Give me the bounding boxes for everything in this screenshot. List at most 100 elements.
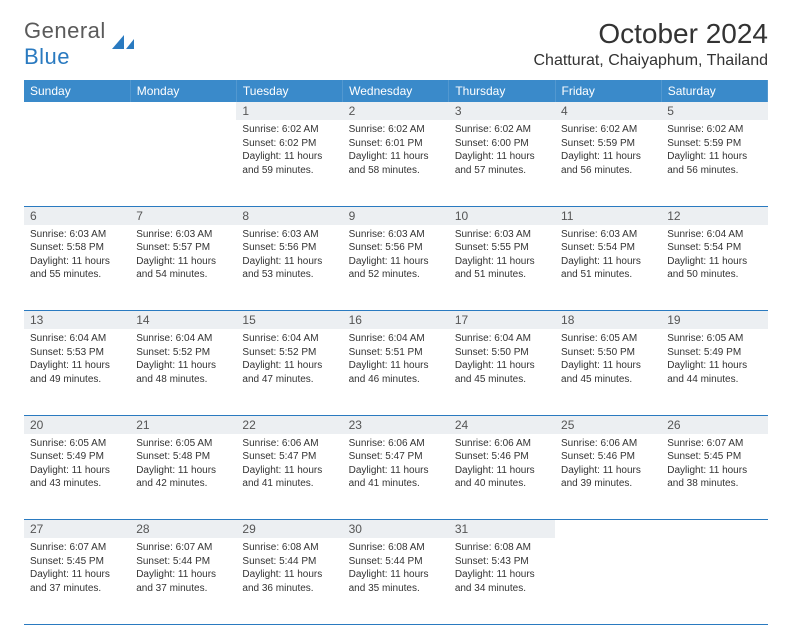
location: Chatturat, Chaiyaphum, Thailand bbox=[533, 52, 768, 70]
calendar: SundayMondayTuesdayWednesdayThursdayFrid… bbox=[24, 80, 768, 625]
calendar-cell: Sunrise: 6:03 AMSunset: 5:56 PMDaylight:… bbox=[236, 225, 342, 311]
cell-body: Sunrise: 6:07 AMSunset: 5:44 PMDaylight:… bbox=[130, 538, 236, 601]
calendar-cell: Sunrise: 6:08 AMSunset: 5:43 PMDaylight:… bbox=[449, 538, 555, 624]
calendar-cell: Sunrise: 6:02 AMSunset: 6:02 PMDaylight:… bbox=[236, 120, 342, 206]
calendar-cell: Sunrise: 6:06 AMSunset: 5:46 PMDaylight:… bbox=[449, 434, 555, 520]
header: General Blue October 2024 Chatturat, Cha… bbox=[24, 18, 768, 70]
cell-body: Sunrise: 6:02 AMSunset: 6:01 PMDaylight:… bbox=[343, 120, 449, 183]
day-number: 30 bbox=[343, 520, 449, 538]
day-number bbox=[130, 102, 236, 106]
cell-body: Sunrise: 6:05 AMSunset: 5:48 PMDaylight:… bbox=[130, 434, 236, 497]
calendar-cell: Sunrise: 6:04 AMSunset: 5:51 PMDaylight:… bbox=[343, 329, 449, 415]
month-title: October 2024 bbox=[533, 18, 768, 50]
cell-body: Sunrise: 6:03 AMSunset: 5:56 PMDaylight:… bbox=[236, 225, 342, 288]
day-number bbox=[24, 102, 130, 106]
calendar-cell: Sunrise: 6:07 AMSunset: 5:45 PMDaylight:… bbox=[24, 538, 130, 624]
cell-body: Sunrise: 6:05 AMSunset: 5:49 PMDaylight:… bbox=[24, 434, 130, 497]
calendar-cell: Sunrise: 6:07 AMSunset: 5:45 PMDaylight:… bbox=[661, 434, 767, 520]
day-number: 31 bbox=[449, 520, 555, 538]
calendar-cell: Sunrise: 6:06 AMSunset: 5:47 PMDaylight:… bbox=[343, 434, 449, 520]
day-number: 13 bbox=[24, 311, 130, 329]
day-number: 16 bbox=[343, 311, 449, 329]
day-number: 7 bbox=[130, 207, 236, 225]
cell-body: Sunrise: 6:07 AMSunset: 5:45 PMDaylight:… bbox=[661, 434, 767, 497]
day-number: 26 bbox=[661, 416, 767, 434]
logo-text: General Blue bbox=[24, 18, 106, 70]
day-number: 5 bbox=[661, 102, 767, 120]
cell-body: Sunrise: 6:02 AMSunset: 5:59 PMDaylight:… bbox=[555, 120, 661, 183]
cell-body: Sunrise: 6:02 AMSunset: 5:59 PMDaylight:… bbox=[661, 120, 767, 183]
calendar-cell: Sunrise: 6:07 AMSunset: 5:44 PMDaylight:… bbox=[130, 538, 236, 624]
cell-body: Sunrise: 6:06 AMSunset: 5:47 PMDaylight:… bbox=[343, 434, 449, 497]
calendar-cell: Sunrise: 6:02 AMSunset: 6:01 PMDaylight:… bbox=[343, 120, 449, 206]
day-number: 10 bbox=[449, 207, 555, 225]
day-number: 19 bbox=[661, 311, 767, 329]
calendar-cell: Sunrise: 6:05 AMSunset: 5:50 PMDaylight:… bbox=[555, 329, 661, 415]
day-number: 20 bbox=[24, 416, 130, 434]
day-number: 3 bbox=[449, 102, 555, 120]
day-number: 29 bbox=[236, 520, 342, 538]
logo-sail-icon bbox=[110, 33, 136, 51]
calendar-cell: Sunrise: 6:02 AMSunset: 6:00 PMDaylight:… bbox=[449, 120, 555, 206]
cell-body: Sunrise: 6:04 AMSunset: 5:52 PMDaylight:… bbox=[236, 329, 342, 392]
calendar-cell: Sunrise: 6:04 AMSunset: 5:52 PMDaylight:… bbox=[130, 329, 236, 415]
cell-body: Sunrise: 6:08 AMSunset: 5:44 PMDaylight:… bbox=[236, 538, 342, 601]
day-number: 4 bbox=[555, 102, 661, 120]
day-number: 24 bbox=[449, 416, 555, 434]
calendar-cell bbox=[555, 538, 661, 624]
cell-body: Sunrise: 6:05 AMSunset: 5:50 PMDaylight:… bbox=[555, 329, 661, 392]
day-number: 9 bbox=[343, 207, 449, 225]
logo-text-general: General bbox=[24, 18, 106, 43]
weekday-header: Sunday bbox=[24, 80, 130, 102]
cell-body: Sunrise: 6:06 AMSunset: 5:47 PMDaylight:… bbox=[236, 434, 342, 497]
calendar-cell bbox=[24, 120, 130, 206]
calendar-cell: Sunrise: 6:04 AMSunset: 5:53 PMDaylight:… bbox=[24, 329, 130, 415]
calendar-cell: Sunrise: 6:03 AMSunset: 5:56 PMDaylight:… bbox=[343, 225, 449, 311]
weekday-header: Monday bbox=[130, 80, 236, 102]
cell-body: Sunrise: 6:06 AMSunset: 5:46 PMDaylight:… bbox=[449, 434, 555, 497]
day-number bbox=[555, 520, 661, 524]
day-number: 1 bbox=[236, 102, 342, 120]
day-number: 25 bbox=[555, 416, 661, 434]
day-number: 12 bbox=[661, 207, 767, 225]
calendar-cell: Sunrise: 6:06 AMSunset: 5:47 PMDaylight:… bbox=[236, 434, 342, 520]
cell-body: Sunrise: 6:03 AMSunset: 5:54 PMDaylight:… bbox=[555, 225, 661, 288]
day-number: 15 bbox=[236, 311, 342, 329]
calendar-cell: Sunrise: 6:05 AMSunset: 5:48 PMDaylight:… bbox=[130, 434, 236, 520]
calendar-cell: Sunrise: 6:03 AMSunset: 5:57 PMDaylight:… bbox=[130, 225, 236, 311]
cell-body: Sunrise: 6:03 AMSunset: 5:56 PMDaylight:… bbox=[343, 225, 449, 288]
calendar-cell: Sunrise: 6:05 AMSunset: 5:49 PMDaylight:… bbox=[661, 329, 767, 415]
cell-body: Sunrise: 6:08 AMSunset: 5:44 PMDaylight:… bbox=[343, 538, 449, 601]
calendar-cell: Sunrise: 6:04 AMSunset: 5:50 PMDaylight:… bbox=[449, 329, 555, 415]
cell-body: Sunrise: 6:04 AMSunset: 5:50 PMDaylight:… bbox=[449, 329, 555, 392]
calendar-cell: Sunrise: 6:04 AMSunset: 5:54 PMDaylight:… bbox=[661, 225, 767, 311]
calendar-cell bbox=[130, 120, 236, 206]
cell-body: Sunrise: 6:05 AMSunset: 5:49 PMDaylight:… bbox=[661, 329, 767, 392]
weekday-header: Wednesday bbox=[343, 80, 449, 102]
calendar-body: 12345Sunrise: 6:02 AMSunset: 6:02 PMDayl… bbox=[24, 102, 768, 624]
calendar-cell: Sunrise: 6:06 AMSunset: 5:46 PMDaylight:… bbox=[555, 434, 661, 520]
day-number: 8 bbox=[236, 207, 342, 225]
day-number: 28 bbox=[130, 520, 236, 538]
day-number: 11 bbox=[555, 207, 661, 225]
cell-body: Sunrise: 6:03 AMSunset: 5:57 PMDaylight:… bbox=[130, 225, 236, 288]
cell-body: Sunrise: 6:03 AMSunset: 5:55 PMDaylight:… bbox=[449, 225, 555, 288]
day-number: 17 bbox=[449, 311, 555, 329]
calendar-cell: Sunrise: 6:08 AMSunset: 5:44 PMDaylight:… bbox=[343, 538, 449, 624]
cell-body: Sunrise: 6:02 AMSunset: 6:02 PMDaylight:… bbox=[236, 120, 342, 183]
cell-body: Sunrise: 6:04 AMSunset: 5:54 PMDaylight:… bbox=[661, 225, 767, 288]
cell-body: Sunrise: 6:07 AMSunset: 5:45 PMDaylight:… bbox=[24, 538, 130, 601]
title-block: October 2024 Chatturat, Chaiyaphum, Thai… bbox=[533, 18, 768, 70]
day-number: 22 bbox=[236, 416, 342, 434]
weekday-header: Friday bbox=[555, 80, 661, 102]
day-number: 23 bbox=[343, 416, 449, 434]
day-number: 14 bbox=[130, 311, 236, 329]
day-number: 18 bbox=[555, 311, 661, 329]
cell-body: Sunrise: 6:03 AMSunset: 5:58 PMDaylight:… bbox=[24, 225, 130, 288]
weekday-header: Tuesday bbox=[236, 80, 342, 102]
day-number: 6 bbox=[24, 207, 130, 225]
cell-body: Sunrise: 6:04 AMSunset: 5:51 PMDaylight:… bbox=[343, 329, 449, 392]
cell-body: Sunrise: 6:06 AMSunset: 5:46 PMDaylight:… bbox=[555, 434, 661, 497]
calendar-cell: Sunrise: 6:03 AMSunset: 5:55 PMDaylight:… bbox=[449, 225, 555, 311]
calendar-cell: Sunrise: 6:02 AMSunset: 5:59 PMDaylight:… bbox=[555, 120, 661, 206]
